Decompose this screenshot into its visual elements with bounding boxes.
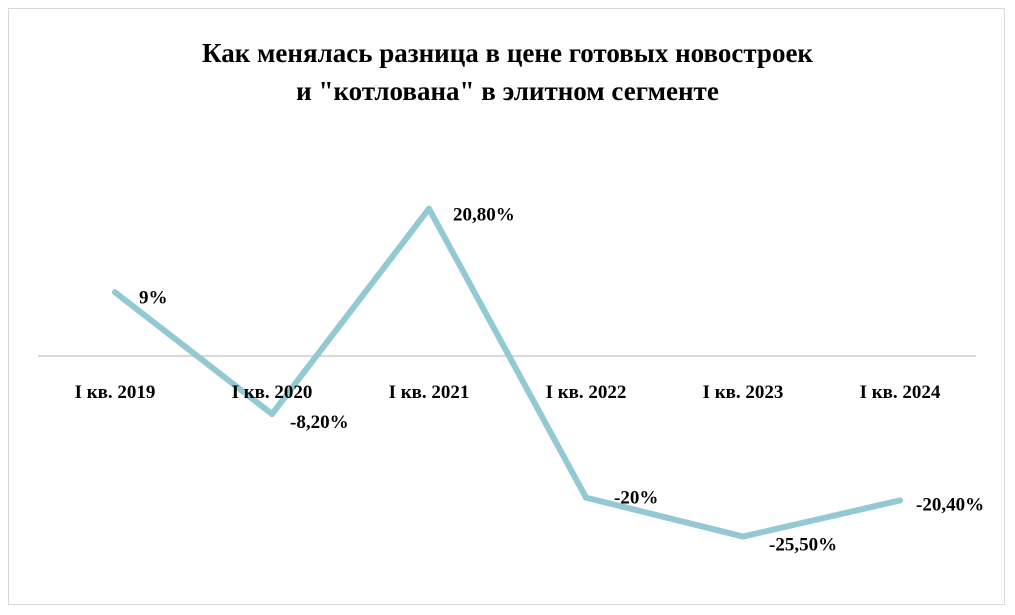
data-point <box>112 289 118 296</box>
data-point <box>897 497 903 504</box>
x-tick-label: I кв. 2023 <box>703 382 784 403</box>
data-point <box>583 494 589 501</box>
data-point <box>426 205 432 212</box>
data-point <box>740 533 746 540</box>
x-tick-label: I кв. 2019 <box>75 382 156 403</box>
series-line <box>112 205 903 540</box>
x-tick-label: I кв. 2024 <box>860 382 941 403</box>
data-label: 20,80% <box>453 205 515 226</box>
chart-frame <box>8 8 1005 605</box>
x-tick-label: I кв. 2022 <box>546 382 627 403</box>
data-point <box>269 411 275 418</box>
data-label: 9% <box>139 287 168 308</box>
x-tick-label: I кв. 2020 <box>232 382 313 403</box>
data-label: -20% <box>614 488 658 509</box>
data-label: -20,40% <box>916 494 984 515</box>
chart-title: Как менялась разница в цене готовых ново… <box>0 34 1015 110</box>
chart-title-line-1: Как менялась разница в цене готовых ново… <box>202 38 813 68</box>
x-tick-label: I кв. 2021 <box>389 382 470 403</box>
data-label: -8,20% <box>290 412 349 433</box>
chart-title-line-2: и "котлована" в элитном сегменте <box>296 76 719 106</box>
data-label: -25,50% <box>769 535 837 556</box>
